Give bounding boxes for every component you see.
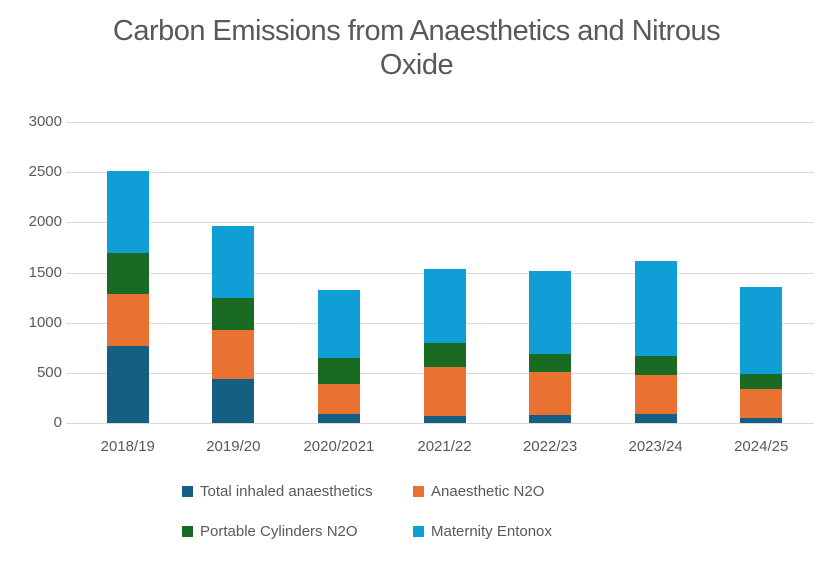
legend-swatch-icon xyxy=(413,525,424,537)
bar-segment xyxy=(317,358,360,384)
bar-segment xyxy=(106,252,149,294)
bar-segment xyxy=(423,367,466,417)
gridline xyxy=(75,172,814,174)
legend-swatch-icon xyxy=(413,485,424,497)
bar-group xyxy=(634,122,677,423)
bar-segment xyxy=(317,289,360,359)
legend-label: Anaesthetic N2O xyxy=(431,482,545,500)
bar-group xyxy=(740,122,783,423)
bar-segment xyxy=(740,286,783,374)
bar-segment xyxy=(634,355,677,376)
legend-item: Total inhaled anaesthetics xyxy=(182,482,413,500)
legend-item: Anaesthetic N2O xyxy=(413,482,552,500)
x-category-label: 2019/20 xyxy=(206,438,261,455)
y-tick-label: 1500 xyxy=(28,263,62,281)
bar-segment xyxy=(740,373,783,389)
bar-segment xyxy=(634,261,677,356)
y-tick-mark xyxy=(66,222,75,224)
plot-area xyxy=(75,122,814,424)
bar-segment xyxy=(212,297,255,330)
y-tick-mark xyxy=(66,172,75,174)
y-tick-mark xyxy=(66,272,75,274)
y-tick-mark xyxy=(66,372,75,374)
bar-group xyxy=(423,122,466,423)
bar-segment xyxy=(529,353,572,372)
bar-segment xyxy=(106,170,149,253)
x-category-label: 2020/2021 xyxy=(303,438,375,455)
bar-segment xyxy=(106,293,149,346)
bar-segment xyxy=(529,371,572,415)
y-tick-mark xyxy=(66,423,75,424)
gridline xyxy=(75,222,814,224)
y-tick-label: 500 xyxy=(36,363,62,381)
bar-segment xyxy=(212,226,255,298)
bar-segment xyxy=(529,271,572,354)
y-tick-label: 2500 xyxy=(28,163,62,181)
legend-item: Portable Cylinders N2O xyxy=(182,522,413,540)
bar-segment xyxy=(317,383,360,414)
y-tick-label: 2000 xyxy=(28,213,62,231)
legend: Total inhaled anaesthetics Anaesthetic N2… xyxy=(182,482,552,540)
bar-segment xyxy=(740,388,783,418)
bar-segment xyxy=(212,378,255,423)
bar-segment xyxy=(423,416,466,423)
bar-group xyxy=(106,122,149,423)
y-tick-label: 0 xyxy=(53,414,62,431)
y-tick-label: 3000 xyxy=(28,113,62,130)
bar-segment xyxy=(106,345,149,423)
x-category-label: 2024/25 xyxy=(734,438,789,455)
y-tick-mark xyxy=(66,122,75,123)
bar-segment xyxy=(423,268,466,343)
gridline xyxy=(75,122,814,123)
bar-segment xyxy=(529,414,572,423)
bar-segment xyxy=(212,329,255,379)
x-category-label: 2022/23 xyxy=(522,438,578,455)
chart-title: Carbon Emissions from Anaesthetics and N… xyxy=(112,15,721,81)
gridline xyxy=(75,423,814,424)
bar-segment xyxy=(740,417,783,423)
legend-swatch-icon xyxy=(182,525,193,537)
bar-group xyxy=(317,122,360,423)
x-category-label: 2018/19 xyxy=(100,438,155,455)
x-category-label: 2021/22 xyxy=(417,438,472,455)
bar-group xyxy=(212,122,255,423)
legend-item: Maternity Entonox xyxy=(413,522,552,540)
legend-swatch-icon xyxy=(182,485,193,497)
bar-segment xyxy=(634,375,677,414)
bar-segment xyxy=(317,413,360,423)
y-tick-label: 1000 xyxy=(28,313,62,331)
legend-label: Portable Cylinders N2O xyxy=(200,522,358,540)
legend-label: Maternity Entonox xyxy=(431,522,552,540)
y-tick-mark xyxy=(66,322,75,324)
bar-segment xyxy=(423,342,466,368)
bar-segment xyxy=(634,413,677,423)
x-category-label: 2023/24 xyxy=(628,438,683,455)
legend-label: Total inhaled anaesthetics xyxy=(200,482,373,500)
bar-group xyxy=(529,122,572,423)
